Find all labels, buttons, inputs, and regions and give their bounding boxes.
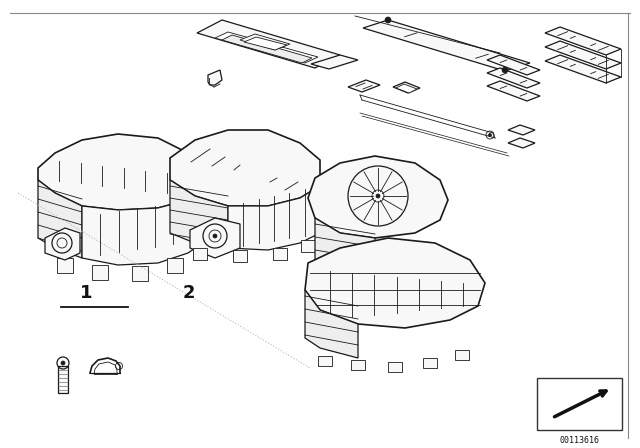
Polygon shape [82, 188, 210, 265]
Polygon shape [38, 180, 82, 258]
Polygon shape [222, 35, 312, 63]
Polygon shape [311, 55, 358, 69]
Polygon shape [348, 80, 380, 92]
Polygon shape [132, 266, 148, 281]
Polygon shape [167, 258, 183, 273]
Polygon shape [233, 250, 247, 262]
Polygon shape [38, 134, 210, 210]
Polygon shape [58, 366, 68, 393]
Polygon shape [388, 362, 402, 372]
Polygon shape [384, 286, 396, 296]
Polygon shape [455, 350, 469, 360]
Polygon shape [508, 125, 535, 135]
Polygon shape [170, 130, 320, 206]
Polygon shape [508, 138, 535, 148]
Polygon shape [308, 156, 448, 238]
Polygon shape [545, 27, 621, 55]
Circle shape [213, 234, 217, 238]
Polygon shape [301, 240, 315, 252]
Polygon shape [354, 287, 366, 297]
Polygon shape [305, 238, 485, 328]
Polygon shape [545, 41, 621, 69]
Polygon shape [487, 81, 540, 101]
Polygon shape [545, 55, 621, 83]
Polygon shape [396, 84, 417, 93]
Polygon shape [487, 55, 540, 75]
Circle shape [376, 194, 380, 198]
Polygon shape [240, 34, 290, 50]
Polygon shape [190, 218, 240, 258]
Polygon shape [244, 37, 287, 50]
Polygon shape [423, 358, 437, 368]
Polygon shape [305, 290, 358, 358]
Circle shape [502, 67, 508, 73]
Polygon shape [193, 248, 207, 260]
Polygon shape [414, 280, 426, 290]
Polygon shape [92, 265, 108, 280]
Polygon shape [170, 180, 228, 248]
Bar [537, 378, 622, 430]
Polygon shape [197, 20, 340, 68]
Polygon shape [363, 20, 530, 71]
Text: 00113616: 00113616 [559, 436, 600, 445]
Polygon shape [57, 258, 73, 273]
Polygon shape [487, 68, 540, 88]
Polygon shape [324, 283, 336, 293]
Circle shape [488, 134, 492, 137]
Polygon shape [351, 360, 365, 370]
Text: 1: 1 [80, 284, 93, 302]
Polygon shape [45, 228, 80, 260]
Polygon shape [228, 186, 320, 250]
Polygon shape [315, 218, 375, 288]
Circle shape [61, 361, 65, 365]
Text: 2: 2 [182, 284, 195, 302]
Polygon shape [208, 70, 222, 85]
Polygon shape [318, 356, 332, 366]
Circle shape [385, 17, 391, 23]
Polygon shape [393, 82, 420, 93]
Polygon shape [273, 248, 287, 260]
Polygon shape [215, 32, 318, 63]
